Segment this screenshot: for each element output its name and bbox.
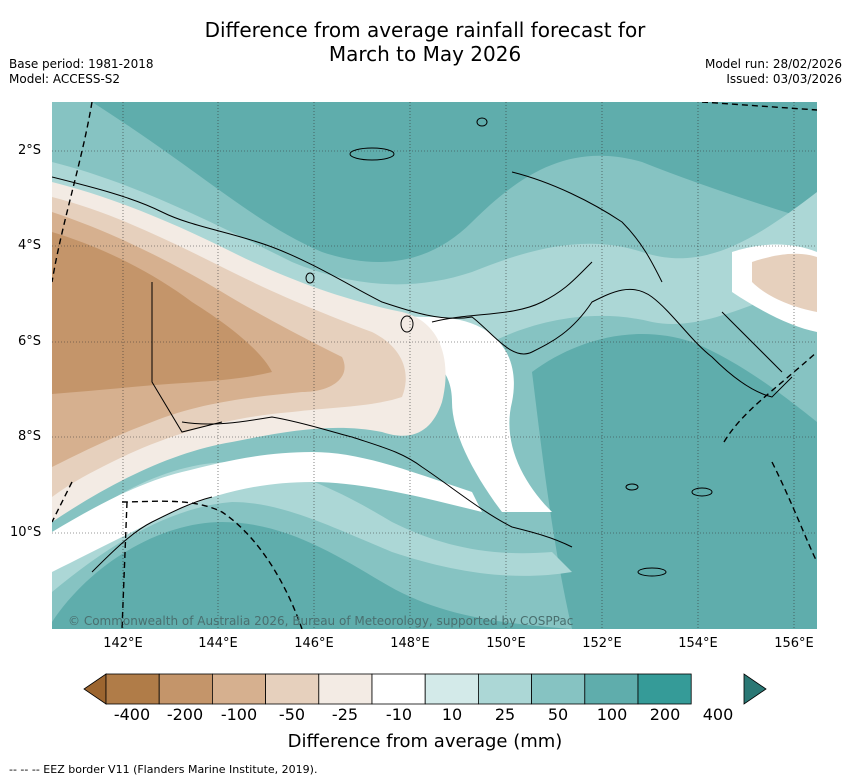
lon-label-152e: 152°E	[582, 636, 622, 651]
eez-west	[52, 102, 93, 283]
eez-borders	[52, 102, 817, 629]
coastlines	[52, 171, 793, 573]
contour-south-dark	[52, 522, 572, 629]
eez-south-pacific	[121, 501, 128, 629]
contour-light-teal-north	[52, 162, 817, 353]
colorbar-segment	[105, 673, 160, 705]
eez-south-west	[52, 481, 73, 523]
colorbar-label: -400	[113, 705, 151, 724]
colorbar-segment	[637, 673, 692, 705]
contour-brown-core	[52, 232, 272, 394]
title-line-1: Difference from average rainfall forecas…	[204, 18, 646, 42]
border-line	[151, 282, 223, 433]
lon-label-144e: 144°E	[198, 636, 238, 651]
colorbar-label: 50	[547, 705, 569, 724]
colorbar-label: 100	[596, 705, 628, 724]
colorbar-segment	[211, 673, 266, 705]
colorbar-label: -10	[385, 705, 413, 724]
colorbar-label: 400	[702, 705, 734, 724]
png-south-coast	[181, 416, 573, 548]
colorbar-segment	[265, 673, 320, 705]
new-ireland-coast	[511, 171, 663, 283]
model-name: Model: ACCESS-S2	[9, 72, 121, 86]
lon-label-150e: 150°E	[486, 636, 526, 651]
chart-title: Difference from average rainfall forecas…	[0, 18, 850, 66]
rainfall-map	[52, 102, 817, 629]
manus-island	[349, 147, 395, 161]
colorbar-extend-high	[743, 673, 767, 705]
island-small-6	[625, 483, 639, 491]
colorbar-label: -200	[166, 705, 204, 724]
copyright-text: © Commonwealth of Australia 2026, Bureau…	[68, 614, 574, 628]
colorbar-segment	[424, 673, 479, 705]
map-canvas	[52, 102, 817, 629]
colorbar	[83, 673, 767, 705]
island-small-2	[305, 272, 315, 284]
island-small-5	[637, 567, 667, 577]
lat-label-6s: 6°S	[18, 334, 42, 349]
lon-label-156e: 156°E	[774, 636, 814, 651]
base-period: Base period: 1981-2018	[9, 57, 154, 71]
island-small-4	[691, 487, 713, 497]
eez-south	[121, 500, 303, 629]
contour-brown-east	[752, 253, 817, 312]
lat-label-2s: 2°S	[18, 143, 42, 158]
colorbar-label: 25	[494, 705, 516, 724]
lat-label-4s: 4°S	[18, 238, 42, 253]
title-line-2: March to May 2026	[328, 42, 522, 66]
island-small-1	[476, 117, 488, 127]
meta-left: Base period: 1981-2018 Model: ACCESS-S2	[9, 57, 154, 87]
contour-east-dark	[532, 333, 817, 629]
issued-date: Issued: 03/03/2026	[726, 72, 842, 86]
colorbar-segment	[584, 673, 639, 705]
bougainville-coast	[721, 311, 783, 373]
cape-york-coast	[91, 496, 213, 573]
lon-label-142e: 142°E	[103, 636, 143, 651]
png-mainland-coast	[52, 176, 793, 398]
contour-white-south	[52, 452, 482, 572]
graticule	[52, 102, 817, 629]
colorbar-title: Difference from average (mm)	[287, 731, 563, 752]
contour-north-dark	[92, 102, 817, 262]
lon-label-146e: 146°E	[294, 636, 334, 651]
colorbar-label: 10	[441, 705, 463, 724]
colorbar-extend-low	[83, 673, 107, 705]
colorbar-label: -100	[220, 705, 258, 724]
island-small-3	[400, 315, 414, 333]
colorbar-segment	[531, 673, 586, 705]
colorbar-segment	[318, 673, 373, 705]
colorbar-segment	[158, 673, 213, 705]
meta-right: Model run: 28/02/2026 Issued: 03/03/2026	[705, 57, 842, 87]
lat-label-8s: 8°S	[18, 429, 42, 444]
model-run: Model run: 28/02/2026	[704, 57, 842, 71]
eez-east-2	[771, 461, 817, 563]
colorbar-segment	[371, 673, 426, 705]
colorbar-label: 200	[649, 705, 681, 724]
eez-east	[723, 351, 817, 443]
colorbar-segment	[477, 673, 532, 705]
lat-label-10s: 10°S	[10, 525, 42, 540]
islands	[305, 117, 713, 577]
new-britain-coast	[431, 261, 593, 323]
lon-label-148e: 148°E	[390, 636, 430, 651]
colorbar-label: -25	[331, 705, 359, 724]
lon-label-154e: 154°E	[678, 636, 718, 651]
eez-footnote: -- -- -- EEZ border V11 (Flanders Marine…	[9, 763, 318, 776]
colorbar-label: -50	[278, 705, 306, 724]
